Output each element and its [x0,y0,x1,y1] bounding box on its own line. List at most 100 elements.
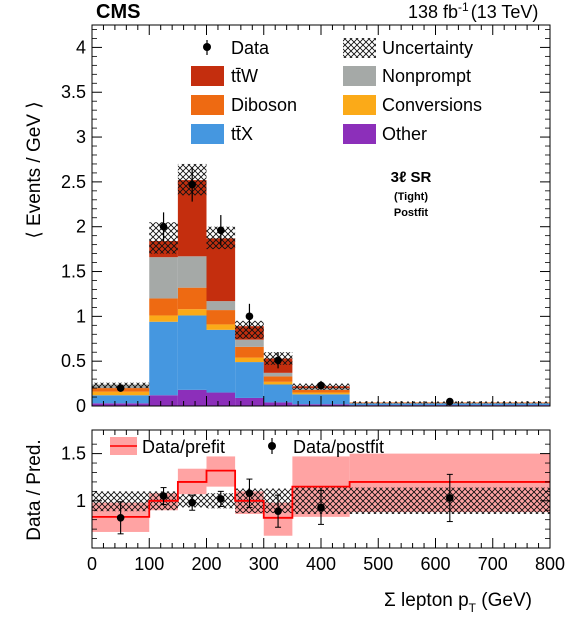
bar-conversions-bin-4 [235,357,264,363]
bar-conversions-bin-2 [177,309,207,316]
bar-ttX-bin-1 [149,321,178,396]
ttx-swatch [191,124,224,144]
bar-ttX-bin-4 [235,362,264,398]
legend-entry-ttx: tt̄X [191,124,253,144]
data-point-2 [188,180,196,189]
bar-diboson-bin-3 [206,310,236,325]
postfit-marker-icon [268,442,276,450]
other-swatch [343,124,376,144]
main-y-axis-label: ⟨ Events / GeV ⟩ [24,101,45,238]
legend-entry-prefit: Data/prefit [110,437,225,457]
bar-conversions-bin-1 [149,315,178,322]
luminosity-value: 138 fb [408,2,458,22]
legend-entry-data: Data [203,38,270,58]
main-y-axis: 0 0.5 1 1.5 2 2.5 3 3.5 4 [61,29,550,416]
bar-diboson-bin-6 [292,389,350,393]
ratio-x-axis: 0 100 200 300 400 500 600 700 800 [87,430,565,574]
data-point-5 [274,356,282,365]
bar-nonprompt-bin-2 [177,256,207,288]
legend-label-conversions: Conversions [382,95,482,115]
uncertainty-swatch [343,38,376,58]
ratio-x-tick-label: 400 [306,554,336,574]
energy-value: (13 TeV) [471,2,539,22]
bar-other-bin-2 [177,389,207,406]
ratio-x-tick-label: 600 [420,554,450,574]
postfit-point-7 [446,494,454,502]
luminosity-label: 138 fb-1 (13 TeV) [408,0,538,22]
legend-label-postfit: Data/postfit [293,437,384,457]
bar-other-bin-3 [206,392,236,406]
postfit-point-3 [217,495,225,503]
main-y-tick-label: 1 [76,306,86,326]
data-marker-icon [203,43,211,51]
annotation-fit: Postfit [394,207,429,219]
legend-ratio: Data/prefit Data/postfit [110,437,384,457]
ratio-x-tick-label: 300 [249,554,279,574]
experiment-label: CMS [96,1,140,23]
bar-other-bin-4 [235,397,264,406]
annotation-selection: (Tight) [394,191,428,203]
legend-entry-conversions: Conversions [343,95,482,115]
ratio-x-tick-label: 100 [134,554,164,574]
bar-ttX-bin-3 [206,329,236,393]
ratio-y-axis-label: Data / Pred. [24,439,45,540]
bar-ttX-bin-5 [263,384,293,403]
postfit-point-5 [274,507,282,515]
bar-diboson-bin-1 [149,298,178,316]
region-annotation: 3ℓ SR (Tight) Postfit [391,169,432,219]
legend-entry-uncertainty: Uncertainty [343,38,473,58]
nonprompt-swatch [343,66,376,86]
bar-other-bin-1 [149,395,178,406]
legend-entry-other: Other [343,124,427,144]
uncertainty-band-bin-4 [235,320,264,339]
bar-diboson-bin-4 [235,346,264,358]
data-point-3 [217,226,225,235]
bar-diboson-bin-2 [177,287,207,310]
postfit-point-1 [159,492,168,500]
x-axis-label: Σ lepton pT (GeV) [384,590,532,615]
postfit-point-4 [245,489,254,498]
svg-text:138 fb-1(13 TeV): 138 fb-1 (13 TeV) [408,0,538,22]
main-plot-area [92,163,550,406]
diboson-swatch [191,95,224,115]
postfit-point-0 [116,513,125,522]
main-y-tick-label: 3.5 [61,82,86,102]
legend-top: Data Uncertainty tt̄W Nonprompt Diboson … [191,38,482,144]
legend-label-data: Data [231,38,270,58]
main-y-tick-label: 0 [76,396,86,416]
ratio-x-tick-label: 800 [535,554,565,574]
legend-label-diboson: Diboson [231,95,297,115]
main-y-tick-label: 2 [76,217,86,237]
ttw-swatch [191,66,224,86]
data-point-7 [446,397,454,406]
bar-nonprompt-bin-3 [206,301,236,311]
ratio-y-tick-label: 1.5 [61,444,86,464]
bar-other-bin-5 [263,402,293,406]
legend-entry-ttw: tt̄W [191,66,258,86]
main-y-tick-label: 1.5 [61,262,86,282]
legend-entry-diboson: Diboson [191,95,297,115]
luminosity-exponent: -1 [458,0,469,14]
bar-nonprompt-bin-5 [263,372,293,377]
ratio-x-tick-label: 0 [87,554,97,574]
data-point-6 [317,381,325,390]
bar-conversions-bin-5 [263,381,293,385]
legend-label-other: Other [382,124,427,144]
bar-diboson-bin-5 [263,376,293,382]
legend-label-ttw: tt̄W [231,66,258,86]
main-y-tick-label: 0.5 [61,351,86,371]
main-x-axis [91,25,551,406]
bar-ttX-bin-2 [177,315,207,390]
legend-label-ttx: tt̄X [231,124,253,144]
ratio-x-tick-label: 500 [363,554,393,574]
ratio-panel: 11.5 0 100 200 300 400 500 600 700 800 Data / Pr… [24,429,565,615]
main-y-tick-label: 3 [76,127,86,147]
bar-ttX-bin-0 [92,395,150,404]
legend-entry-nonprompt: Nonprompt [343,66,471,86]
data-point-0 [116,384,125,392]
ratio-y-tick-label: 1 [76,491,86,511]
legend-label-nonprompt: Nonprompt [382,66,471,86]
postfit-point-6 [317,503,325,512]
bar-nonprompt-bin-1 [149,257,178,299]
